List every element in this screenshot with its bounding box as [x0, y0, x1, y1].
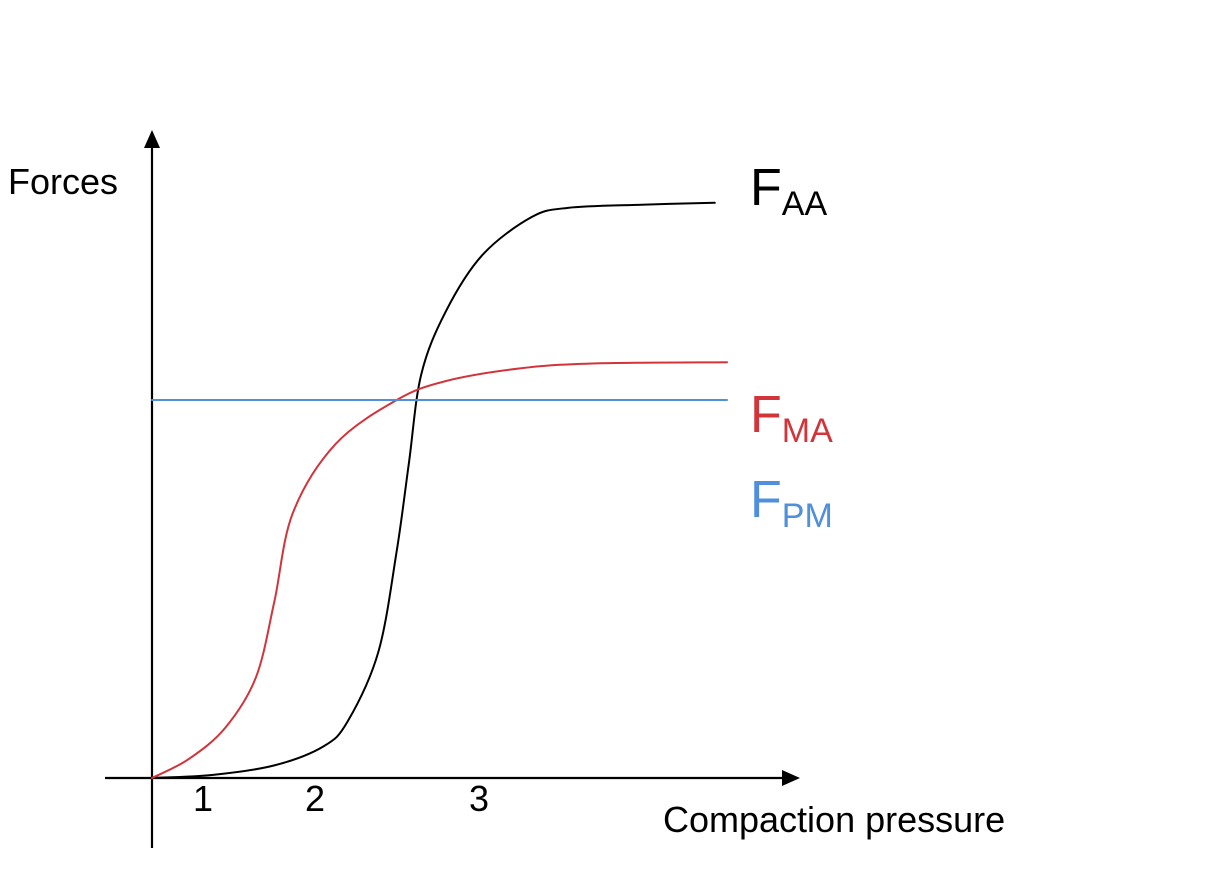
x-axis-title: Compaction pressure	[663, 799, 1005, 840]
series-line-1	[151, 361, 728, 779]
x-tick-label-2: 2	[305, 778, 325, 819]
series-label-sub-0: AA	[782, 185, 828, 223]
x-tick-label-1: 1	[193, 778, 213, 819]
series-label-2: FPM	[750, 471, 833, 535]
series-line-0	[151, 201, 716, 779]
series-label-1: FMA	[750, 386, 833, 450]
series-label-0: FAA	[750, 159, 827, 223]
series-label-main-1: F	[750, 386, 782, 444]
x-axis-arrow	[782, 770, 800, 786]
y-axis-arrow	[144, 130, 160, 148]
series-label-main-0: F	[750, 159, 782, 217]
series-label-sub-1: MA	[782, 412, 833, 450]
tick-layer: 1 2 3	[193, 778, 489, 819]
series-layer	[151, 201, 728, 779]
series-label-main-2: F	[750, 471, 782, 529]
series-label-sub-2: PM	[782, 497, 833, 535]
axes	[105, 130, 800, 848]
x-tick-label-3: 3	[469, 778, 489, 819]
y-axis-title: Forces	[8, 161, 118, 202]
